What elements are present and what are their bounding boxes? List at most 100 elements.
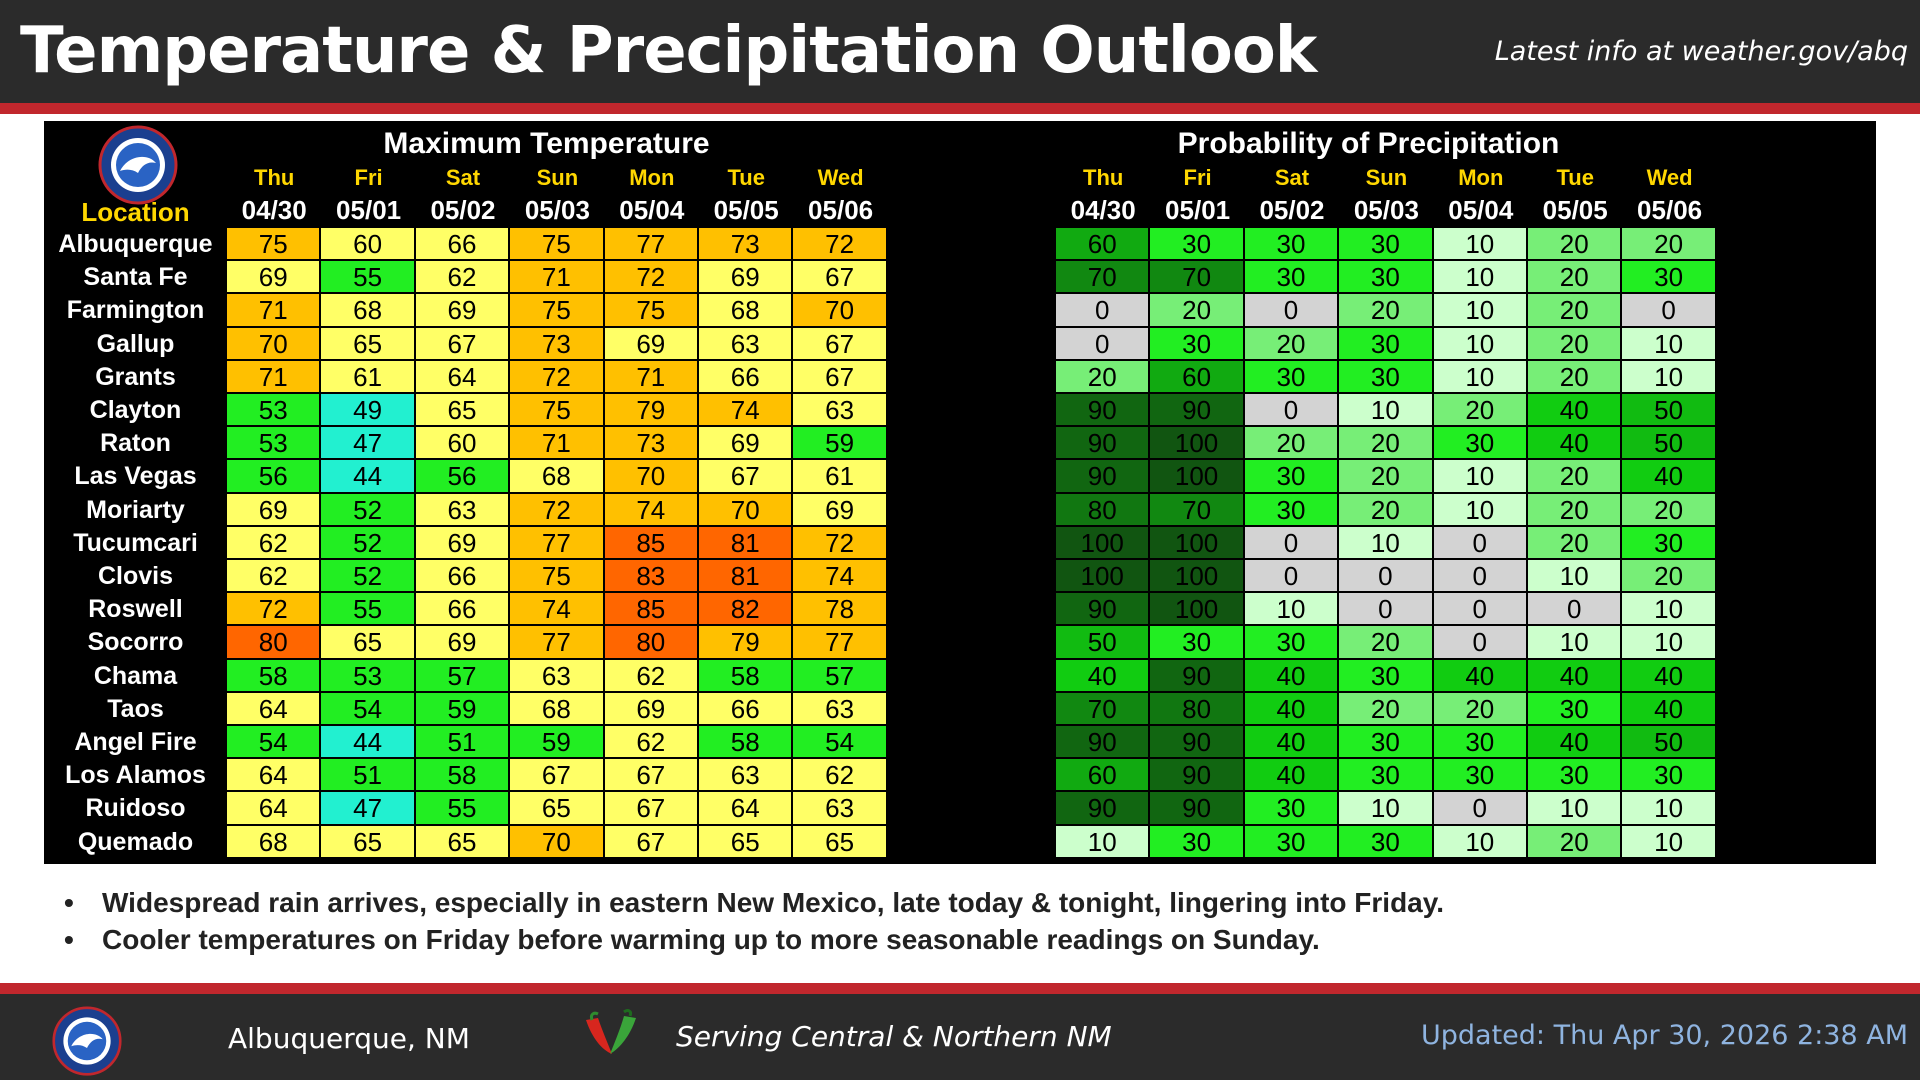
temp-cell: 74 xyxy=(604,493,697,525)
temp-cell: 75 xyxy=(510,228,603,260)
location-name: Clovis xyxy=(97,562,174,590)
temp-cell: 62 xyxy=(227,526,320,558)
temp-cell: 67 xyxy=(793,360,886,392)
pop-cell: 70 xyxy=(1150,493,1243,525)
location-header: Location xyxy=(81,197,190,227)
temp-cell: 62 xyxy=(227,560,320,592)
temp-cell: 80 xyxy=(604,626,697,658)
temp-day-header: Sun xyxy=(536,165,579,190)
pop-cell: 10 xyxy=(1339,394,1432,426)
pop-day-header: Mon xyxy=(1458,165,1504,190)
temp-cell: 77 xyxy=(510,526,603,558)
pop-cell: 30 xyxy=(1244,792,1338,824)
temp-cell: 56 xyxy=(415,460,509,492)
temp-cell: 72 xyxy=(227,593,320,625)
pop-cell: 0 xyxy=(1056,294,1149,326)
temp-cell: 62 xyxy=(604,726,697,758)
pop-cell: 70 xyxy=(1056,692,1149,724)
pop-cell: 90 xyxy=(1056,460,1149,492)
temp-cell: 72 xyxy=(793,228,886,260)
temp-cell: 77 xyxy=(793,626,886,658)
pop-cell: 20 xyxy=(1433,692,1526,724)
temp-cell: 65 xyxy=(793,825,886,857)
temp-cell: 75 xyxy=(510,560,603,592)
temp-cell: 70 xyxy=(699,493,792,525)
pop-cell: 20 xyxy=(1528,460,1621,492)
pop-day-header: Sun xyxy=(1365,165,1408,190)
temp-cell: 52 xyxy=(321,560,414,592)
pop-cell: 30 xyxy=(1244,360,1338,392)
temp-cell: 70 xyxy=(227,327,320,359)
temp-day-header: Tue xyxy=(727,165,765,190)
pop-date-header: 05/01 xyxy=(1165,195,1231,225)
pop-cell: 20 xyxy=(1528,825,1621,857)
pop-cell: 30 xyxy=(1150,228,1243,260)
header-bar: Temperature & Precipitation Outlook Late… xyxy=(0,0,1920,103)
bullet-text: Cooler temperatures on Friday before war… xyxy=(102,924,1320,955)
pop-cell: 20 xyxy=(1244,427,1338,459)
pop-cell: 20 xyxy=(1528,261,1621,293)
pop-day-header: Wed xyxy=(1646,165,1693,190)
temp-cell: 77 xyxy=(604,228,697,260)
temp-cell: 59 xyxy=(415,692,509,724)
temp-cell: 44 xyxy=(321,726,414,758)
pop-cell: 0 xyxy=(1056,327,1149,359)
temp-day-header: Mon xyxy=(629,165,675,190)
pop-cell: 50 xyxy=(1622,726,1715,758)
temp-cell: 68 xyxy=(321,294,414,326)
temp-cell: 54 xyxy=(321,692,414,724)
pop-cell: 10 xyxy=(1622,792,1715,824)
temp-cell: 61 xyxy=(793,460,886,492)
temp-cell: 64 xyxy=(227,759,320,791)
temp-cell: 82 xyxy=(699,593,792,625)
temp-cell: 69 xyxy=(699,427,792,459)
temp-cell: 74 xyxy=(699,394,792,426)
info-link[interactable]: Latest info at weather.gov/abq xyxy=(1494,36,1908,67)
pop-cell: 100 xyxy=(1150,593,1243,625)
pop-cell: 70 xyxy=(1056,261,1149,293)
temp-cell: 58 xyxy=(699,726,792,758)
pop-cell: 40 xyxy=(1622,692,1715,724)
pop-cell: 100 xyxy=(1150,427,1243,459)
pop-cell: 10 xyxy=(1244,593,1338,625)
temp-cell: 72 xyxy=(510,360,603,392)
location-name: Farmington xyxy=(66,296,205,325)
pop-cell: 50 xyxy=(1622,427,1715,459)
temp-cell: 68 xyxy=(227,825,320,857)
pop-cell: 20 xyxy=(1339,692,1432,724)
temp-cell: 47 xyxy=(321,427,414,459)
temp-cell: 63 xyxy=(699,327,792,359)
temp-cell: 63 xyxy=(793,792,886,824)
temp-day-header: Wed xyxy=(817,165,864,190)
pop-cell: 0 xyxy=(1244,394,1338,426)
bullet-marker: • xyxy=(64,887,74,918)
pop-cell: 0 xyxy=(1622,294,1715,326)
pop-cell: 10 xyxy=(1433,261,1526,293)
temp-cell: 44 xyxy=(321,460,414,492)
temp-cell: 62 xyxy=(793,759,886,791)
pop-cell: 30 xyxy=(1528,759,1621,791)
temp-cell: 77 xyxy=(510,626,603,658)
pop-cell: 0 xyxy=(1433,526,1526,558)
temp-cell: 66 xyxy=(415,560,509,592)
pop-cell: 40 xyxy=(1433,659,1526,691)
pop-cell: 30 xyxy=(1433,759,1526,791)
pop-cell: 0 xyxy=(1339,560,1432,592)
temp-cell: 49 xyxy=(321,394,414,426)
pop-cell: 30 xyxy=(1150,327,1243,359)
temp-cell: 79 xyxy=(604,394,697,426)
pop-cell: 10 xyxy=(1433,825,1526,857)
location-name: Los Alamos xyxy=(65,761,206,790)
pop-cell: 40 xyxy=(1528,394,1621,426)
pop-cell: 50 xyxy=(1622,394,1715,426)
pop-cell: 80 xyxy=(1150,692,1243,724)
temp-cell: 59 xyxy=(510,726,603,758)
pop-cell: 0 xyxy=(1433,560,1526,592)
pop-cell: 0 xyxy=(1528,593,1621,625)
temp-cell: 75 xyxy=(510,294,603,326)
temp-cell: 60 xyxy=(415,427,509,459)
pop-cell: 20 xyxy=(1339,294,1432,326)
temp-cell: 81 xyxy=(699,560,792,592)
office-location: Albuquerque, NM xyxy=(228,1022,470,1055)
temp-cell: 62 xyxy=(604,659,697,691)
